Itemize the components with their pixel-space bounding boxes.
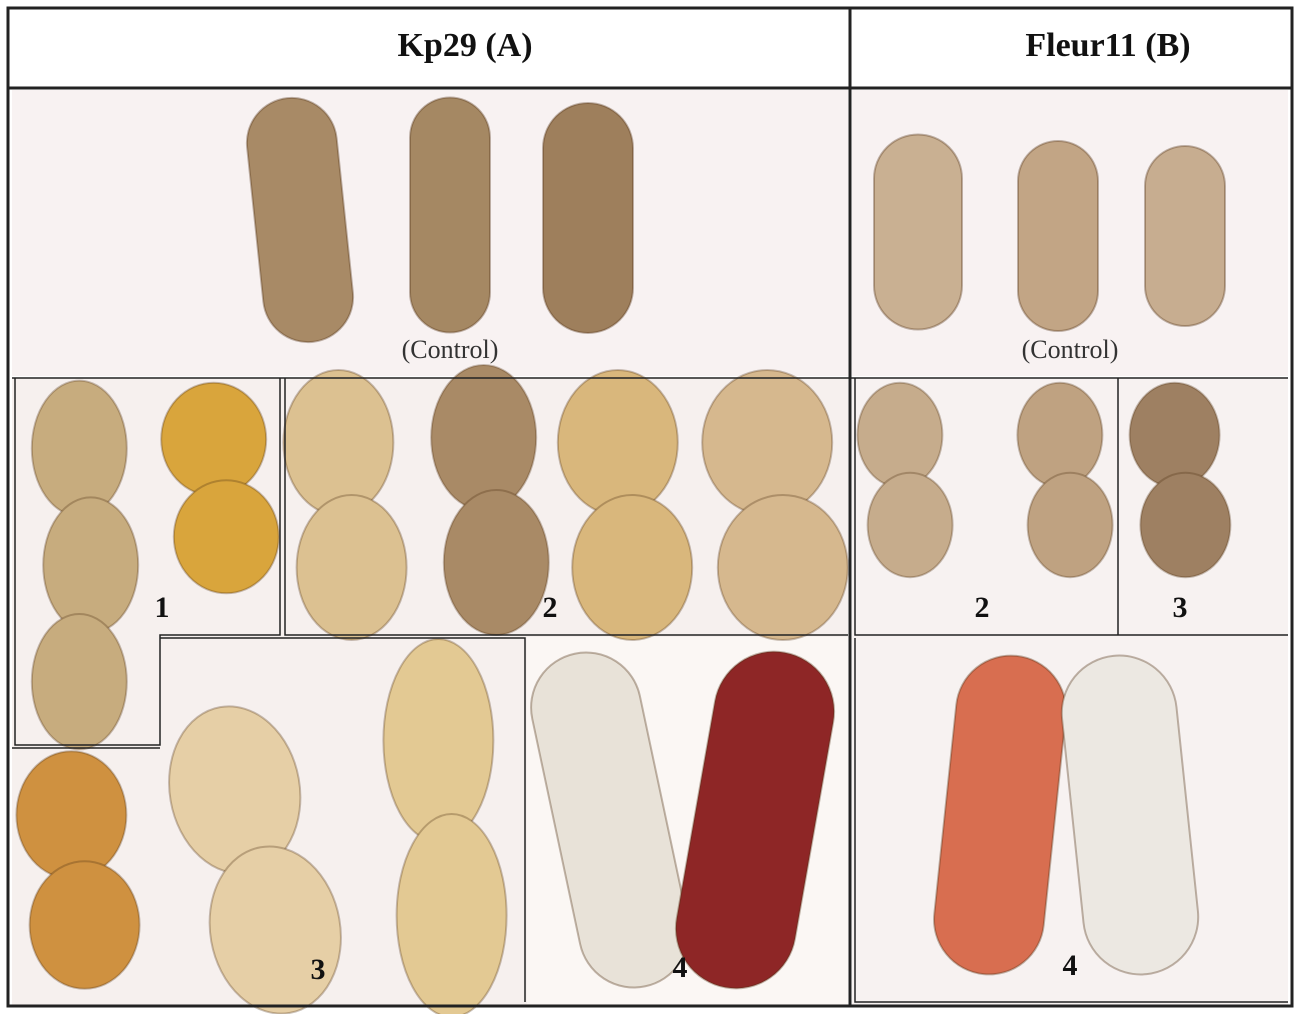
pod-lobe — [430, 364, 538, 511]
pod-lobe — [556, 369, 679, 516]
pod — [245, 96, 355, 344]
pod — [1060, 654, 1200, 976]
pod — [542, 102, 634, 334]
pod-shell — [873, 133, 963, 331]
pod-lobe — [571, 494, 694, 641]
pod-shell — [409, 96, 491, 334]
panel-b4-box — [854, 638, 1288, 1003]
pod-lobe — [716, 494, 849, 641]
pod — [530, 651, 690, 989]
pod-shell — [1144, 145, 1226, 327]
pod — [168, 705, 342, 1014]
pod — [15, 750, 141, 990]
pod — [282, 369, 408, 641]
pod-lobe — [1128, 381, 1221, 489]
pod — [674, 650, 836, 990]
pod — [701, 369, 849, 641]
pod — [409, 96, 491, 334]
pod-shell — [1060, 654, 1200, 976]
pod — [856, 381, 954, 579]
pod — [430, 364, 550, 636]
pod-lobe — [1139, 471, 1232, 579]
pod-shell — [674, 650, 836, 990]
grid-lines — [6, 6, 1294, 1008]
pod-shell — [245, 96, 355, 344]
pod-lobe — [282, 369, 395, 516]
pod-lobe — [442, 489, 550, 636]
panel-3-box — [12, 637, 526, 1002]
pod-lobe — [382, 638, 495, 843]
pod — [30, 379, 140, 751]
pod-shell — [542, 102, 634, 334]
pod-lobe — [28, 860, 141, 990]
pod-lobe — [172, 479, 280, 595]
panel-2-box — [284, 378, 848, 636]
panel-label: 3 — [1173, 591, 1188, 624]
panel-b-boxes — [854, 378, 1288, 636]
pod — [382, 638, 508, 1014]
pod-lobe — [42, 496, 140, 634]
outer-border — [6, 6, 1294, 1008]
column-title: Fleur11 (B) — [1025, 27, 1190, 64]
pod — [1128, 381, 1232, 579]
panel-label: 2 — [543, 591, 558, 624]
pod-lobe — [295, 494, 408, 641]
pod-lobe — [1016, 381, 1104, 489]
pod — [1016, 381, 1114, 579]
panel-label: 4 — [1063, 949, 1078, 982]
pod-lobe — [208, 845, 342, 1014]
pod-shell — [1017, 140, 1099, 332]
panel-label: 4 — [673, 951, 688, 984]
pod-lobe — [701, 369, 834, 516]
panel-label: 1 — [155, 591, 170, 624]
control-label: (Control) — [402, 335, 499, 364]
pod-lobe — [15, 750, 128, 880]
panel-label: 2 — [975, 591, 990, 624]
pods — [15, 96, 1232, 1014]
pod-lobe — [30, 379, 128, 518]
pod — [933, 654, 1067, 976]
pod-lobe — [395, 813, 508, 1014]
control-label: (Control) — [1022, 335, 1119, 364]
pod-shell — [933, 654, 1067, 976]
pod — [160, 381, 280, 595]
pod — [1017, 140, 1099, 332]
pod-lobe — [1026, 471, 1114, 579]
column-title: Kp29 (A) — [397, 27, 532, 64]
pod-lobe — [856, 381, 944, 489]
pod — [1144, 145, 1226, 327]
pod-lobe — [160, 381, 268, 497]
panel-label: 3 — [311, 953, 326, 986]
pod — [873, 133, 963, 331]
panel-1-box — [14, 378, 281, 746]
pod — [556, 369, 694, 641]
pod-lobe — [30, 613, 128, 751]
pod-lobe — [866, 471, 954, 579]
pod-shell — [530, 651, 690, 989]
